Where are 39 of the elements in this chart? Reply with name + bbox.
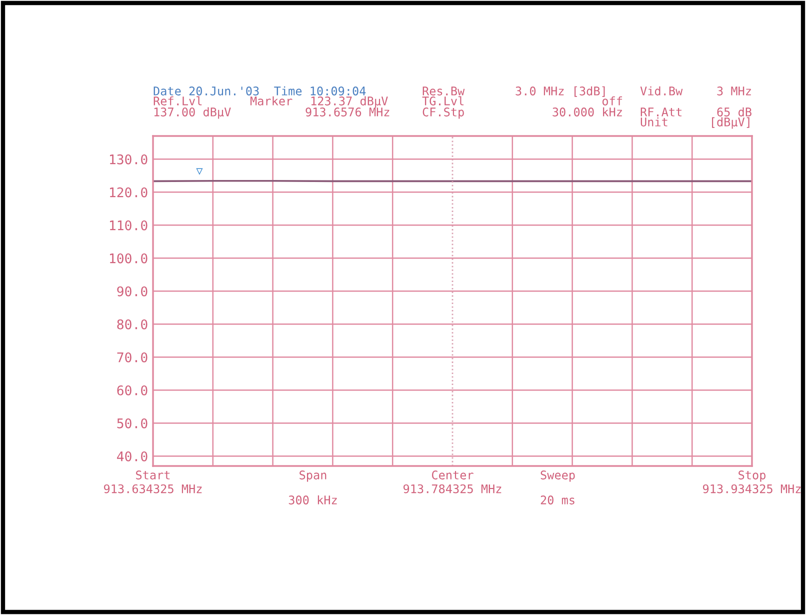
y-tick-label: 80.0 xyxy=(117,319,148,330)
text: Span xyxy=(300,470,326,482)
text: Center xyxy=(432,470,474,480)
text: Res.Bw xyxy=(422,86,465,96)
y-tick-label: 90.0 xyxy=(117,286,148,296)
y-tick-label: 60.0 xyxy=(117,385,148,396)
text: Marker xyxy=(250,96,292,106)
text: Vid.Bw xyxy=(640,86,683,96)
text: 3 MHz xyxy=(717,86,751,96)
x-tick-label: 913.934325 MHz xyxy=(702,484,801,494)
text: 20 ms xyxy=(540,496,574,504)
y-tick-label: 130.0 xyxy=(110,154,148,164)
text: 30.000 kHz xyxy=(552,107,622,116)
text: 65 dB xyxy=(717,107,752,116)
text: Unit xyxy=(640,117,668,126)
text: [dBµV] xyxy=(712,117,750,129)
text: Start xyxy=(136,470,170,480)
y-tick-label: 110.0 xyxy=(110,220,148,230)
x-tick-label: 913.634325 MHz xyxy=(104,484,202,494)
text: 913.6576 MHz xyxy=(306,108,390,116)
text: TG.Lvl xyxy=(422,96,464,106)
y-tick-label: 50.0 xyxy=(117,418,148,428)
text: CF.Stp xyxy=(422,108,464,119)
y-tick-label: 70.0 xyxy=(117,352,148,362)
text: Stop xyxy=(738,470,766,482)
text: 123.37 dBµV xyxy=(311,96,388,108)
annotation: ▽ xyxy=(196,168,203,175)
text: 137.00 dBµV xyxy=(154,107,231,119)
text: Date 20.Jun.'03 Time 10:09:04 xyxy=(154,86,366,96)
text: 3.0 MHz [3dB] xyxy=(516,86,605,97)
y-tick-label: 40.0 xyxy=(117,451,148,462)
text: off xyxy=(602,96,622,106)
y-tick-label: 120.0 xyxy=(110,187,148,198)
text: 300 kHz xyxy=(288,495,337,504)
text: Sweep xyxy=(540,470,575,482)
text: Ref.Lvl xyxy=(154,96,202,106)
text: RF.Att xyxy=(640,108,682,116)
x-tick-label: 913.784325 MHz xyxy=(403,484,502,494)
y-tick-label: 100.0 xyxy=(110,253,148,264)
